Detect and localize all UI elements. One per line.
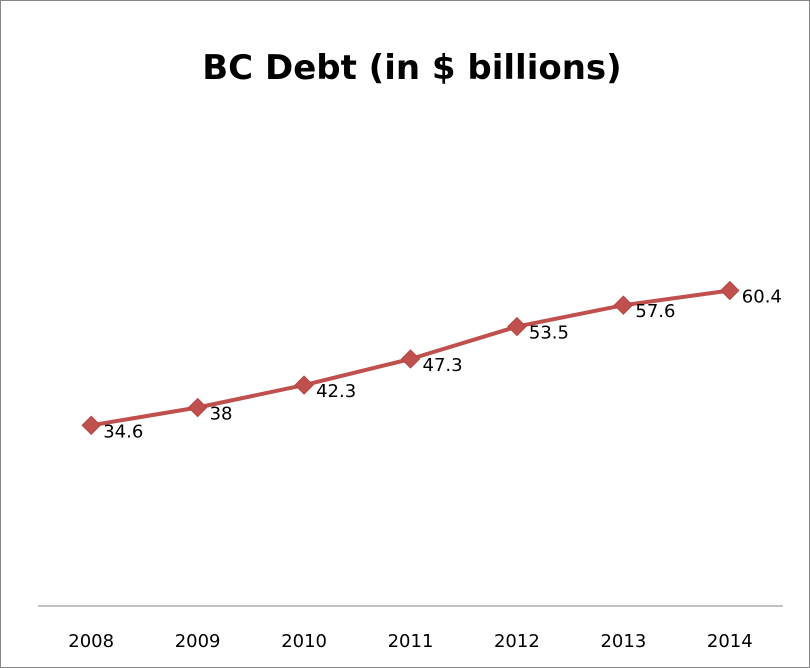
x-tick-label: 2008: [68, 631, 114, 652]
x-tick-label: 2013: [600, 631, 646, 652]
data-point-marker: [187, 397, 208, 418]
x-tick-label: 2011: [388, 631, 434, 652]
data-label: 38: [210, 404, 233, 425]
x-tick-label: 2014: [707, 631, 753, 652]
x-axis-tick-labels: 2008 2009 2010 2011 2012 2013 2014: [68, 631, 752, 652]
x-tick-label: 2012: [494, 631, 540, 652]
data-point-marker: [720, 280, 740, 301]
data-point-marker: [613, 295, 634, 315]
data-label: 57.6: [635, 301, 675, 322]
data-point-marker: [507, 316, 527, 337]
data-label: 42.3: [316, 381, 356, 402]
data-point-marker: [400, 349, 421, 369]
series-debt: 34.6 38 42.3 47.3 53.5 57.6 60.4: [81, 280, 782, 442]
chart-title: BC Debt (in $ billions): [202, 48, 621, 88]
x-tick-label: 2010: [281, 631, 327, 652]
data-label: 60.4: [742, 287, 782, 308]
x-tick-label: 2009: [175, 631, 221, 652]
data-label: 53.5: [529, 323, 569, 344]
data-point-marker: [81, 415, 101, 435]
data-label: 47.3: [423, 355, 463, 376]
data-label: 34.6: [103, 421, 143, 442]
data-point-marker: [294, 375, 314, 395]
